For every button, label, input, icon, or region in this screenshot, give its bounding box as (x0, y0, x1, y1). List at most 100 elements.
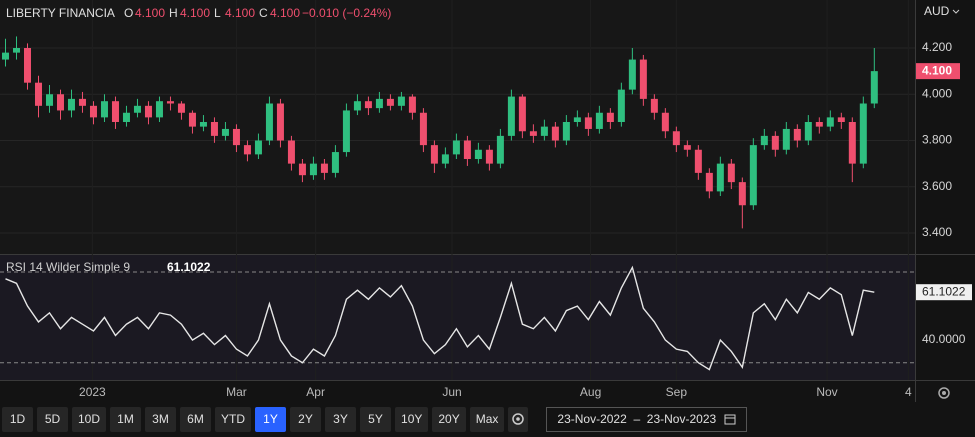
candle-body (639, 59, 647, 99)
candle-body (518, 96, 526, 132)
range-button[interactable]: 5D (37, 406, 68, 432)
candle-body (859, 103, 867, 164)
candle-body (628, 59, 636, 90)
candle-body (166, 101, 174, 104)
range-button[interactable]: 10D (72, 406, 107, 432)
rsi-value-label: 61.1022 (922, 284, 966, 298)
rsi-panel (0, 255, 915, 380)
candle-body (353, 101, 361, 111)
candle-body (375, 98, 383, 109)
candle-body (815, 122, 823, 127)
candle-body (595, 112, 603, 129)
range-button[interactable]: 1D (2, 406, 33, 432)
candle-body (287, 140, 295, 164)
rsi-value-tag (916, 284, 972, 301)
candle-body (210, 122, 218, 136)
chart: 3.400 3.600 3.800 4.000 4.200 2023 Mar Apr Jun Au… (0, 0, 975, 402)
range-button[interactable]: 3Y (325, 406, 357, 432)
x-tick-label: Nov (816, 385, 837, 399)
candle-body (529, 131, 537, 136)
plot: 3.400 3.600 3.800 4.000 4.200 2023 Mar Apr Jun Au… (0, 0, 972, 399)
rsi-title: RSI 14 Wilder Simple 9 (6, 260, 130, 274)
candle-body (78, 98, 86, 106)
candle-body (309, 163, 317, 176)
candle-body (89, 105, 97, 118)
ohlc-label: C (259, 6, 268, 20)
gear-icon (512, 413, 525, 425)
candle-body (749, 145, 757, 206)
candle-body (430, 145, 438, 164)
ohlc-label: H (169, 6, 178, 20)
ohlc-value: 4.100 (225, 6, 255, 20)
x-tick-label: Mar (226, 385, 247, 399)
range-button[interactable]: 1Y (255, 406, 287, 432)
candle-body (760, 135, 768, 146)
candle-body (342, 110, 350, 153)
range-button[interactable]: 3M (145, 406, 177, 432)
y-tick-label: 4.200 (922, 40, 952, 54)
candle-body (144, 105, 152, 118)
candle-body (320, 163, 328, 173)
currency[interactable]: AUD (924, 4, 950, 18)
x-tick-label: Apr (306, 385, 325, 399)
candle-body (617, 89, 625, 123)
candle-body (485, 149, 493, 164)
candle-body (265, 103, 273, 141)
candle-body (276, 103, 284, 141)
candle-body (848, 122, 856, 164)
candle-body (738, 182, 746, 206)
candle-body (727, 163, 735, 183)
range-button[interactable]: Max (469, 406, 505, 432)
range-button[interactable]: YTD (215, 406, 252, 432)
candle-body (199, 122, 207, 127)
candle-body (782, 128, 790, 150)
range-button[interactable]: 20Y (432, 406, 466, 432)
candle-body (540, 126, 548, 136)
candle-body (793, 128, 801, 141)
date-range[interactable]: 23-Nov-2022 – 23-Nov-2023 (546, 406, 748, 432)
range-button[interactable]: 5Y (360, 406, 392, 432)
candle-body (804, 122, 812, 141)
x-tick-label: 2023 (79, 385, 106, 399)
candle-body (386, 98, 394, 106)
rsi-value: 61.1022 (167, 260, 211, 274)
candle-body (826, 117, 834, 127)
x-tick-label: Sep (666, 385, 688, 399)
candle-body (56, 94, 64, 111)
ohlc-value: 4.100 (180, 6, 210, 20)
candle-body (243, 145, 251, 155)
settings-button[interactable] (508, 406, 529, 432)
candle-body (606, 112, 614, 123)
candle-body (474, 149, 482, 160)
candle-body (716, 163, 724, 192)
candle-body (34, 82, 42, 106)
candle-body (771, 135, 779, 150)
settings-icon[interactable] (938, 387, 950, 399)
candle-body (584, 117, 592, 129)
candle-body (661, 112, 669, 132)
candle-body (254, 140, 262, 155)
range-button[interactable]: 10Y (395, 406, 429, 432)
y-tick-label: 4.000 (922, 86, 952, 100)
range-button[interactable]: 1M (110, 406, 142, 432)
y-tick-label: 3.400 (922, 225, 952, 239)
candle-body (705, 172, 713, 192)
candle-body (232, 128, 240, 146)
range-button[interactable]: 2Y (290, 406, 322, 432)
candle-body (1, 52, 9, 60)
x-tick-label: Jun (442, 385, 461, 399)
calendar-icon (724, 414, 736, 425)
candle-body (122, 112, 130, 123)
x-tick-label: 4 (905, 385, 912, 399)
candle-body (452, 140, 460, 155)
y-tick-label: 3.800 (922, 133, 952, 147)
range-button[interactable]: 6M (180, 406, 212, 432)
candle-body (298, 163, 306, 176)
price-panel (0, 0, 915, 254)
candle-body (67, 98, 75, 111)
candle-body (507, 96, 515, 136)
candle-body (100, 101, 108, 118)
candle-body (870, 71, 878, 104)
candle-body (694, 149, 702, 173)
